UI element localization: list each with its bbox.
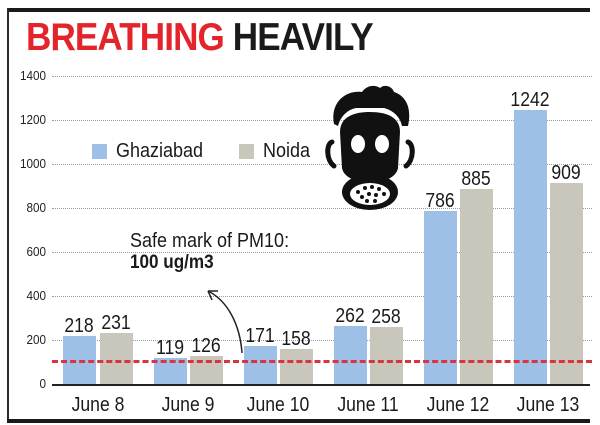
bar-ghaziabad-june13 [514, 110, 547, 384]
bar-noida-june11 [370, 327, 403, 384]
value-noida-june10: 158 [281, 328, 311, 350]
bar-ghaziabad-june10 [244, 346, 277, 384]
x-label-june12: June 12 [426, 394, 490, 416]
gridline-1400 [52, 76, 592, 77]
value-noida-june13: 909 [551, 162, 581, 184]
value-ghaziabad-june10: 171 [245, 325, 275, 347]
y-tick-200: 200 [26, 332, 46, 347]
curved-arrow-icon [207, 290, 243, 354]
gridline-1000 [52, 164, 592, 165]
x-axis-line [52, 384, 590, 386]
x-label-june11: June 11 [337, 394, 399, 416]
legend-item-noida: Noida [238, 140, 315, 163]
x-label-june9: June 9 [161, 394, 215, 416]
x-label-june10: June 10 [246, 394, 310, 416]
value-ghaziabad-june13: 1242 [510, 89, 550, 111]
gridline-400 [52, 296, 592, 297]
gridline-800 [52, 208, 592, 209]
frame-top-bar [7, 8, 590, 12]
chart-title: BREATHING HEAVILY [26, 16, 374, 60]
value-noida-june11: 258 [371, 306, 401, 328]
y-tick-1000: 1000 [19, 156, 46, 171]
legend: Ghaziabad Noida [92, 140, 341, 163]
value-noida-june12: 885 [461, 168, 491, 190]
x-label-june8: June 8 [71, 394, 125, 416]
title-black-part: HEAVILY [232, 16, 374, 59]
y-tick-400: 400 [26, 288, 46, 303]
value-ghaziabad-june9: 119 [155, 337, 185, 359]
legend-label-noida: Noida [262, 140, 310, 162]
gas-mask-person-icon [325, 85, 415, 210]
legend-label-ghaziabad: Ghaziabad [116, 140, 204, 162]
value-ghaziabad-june11: 262 [335, 305, 365, 327]
gridline-600 [52, 252, 592, 253]
annotation-line2: 100 ug/m3 [130, 252, 214, 273]
y-tick-1400: 1400 [19, 68, 46, 83]
y-tick-0: 0 [39, 376, 46, 391]
frame-bottom-bar [7, 419, 590, 423]
safe-mark-threshold-line [52, 360, 592, 363]
x-label-june13: June 13 [516, 394, 580, 416]
bar-ghaziabad-june11 [334, 326, 367, 384]
bar-noida-june8 [100, 333, 133, 384]
y-tick-600: 600 [26, 244, 46, 259]
legend-swatch-noida [238, 144, 254, 159]
bar-noida-june12 [460, 189, 493, 384]
value-ghaziabad-june12: 786 [425, 190, 455, 212]
bar-ghaziabad-june12 [424, 211, 457, 384]
value-noida-june9: 126 [191, 335, 221, 357]
value-noida-june8: 231 [101, 312, 131, 334]
bar-noida-june10 [280, 349, 313, 384]
annotation-line1: Safe mark of PM10: [130, 230, 290, 252]
title-red-part: BREATHING [26, 16, 225, 59]
legend-swatch-ghaziabad [92, 144, 107, 159]
safe-mark-annotation: Safe mark of PM10: 100 ug/m3 [130, 230, 307, 274]
value-ghaziabad-june8: 218 [64, 315, 94, 337]
legend-item-ghaziabad: Ghaziabad [92, 140, 213, 163]
bar-noida-june13 [550, 183, 583, 384]
gridline-1200 [52, 120, 592, 121]
frame-left-border [7, 8, 9, 422]
y-tick-1200: 1200 [19, 112, 46, 127]
gridline-200 [52, 340, 592, 341]
y-tick-800: 800 [26, 200, 46, 215]
